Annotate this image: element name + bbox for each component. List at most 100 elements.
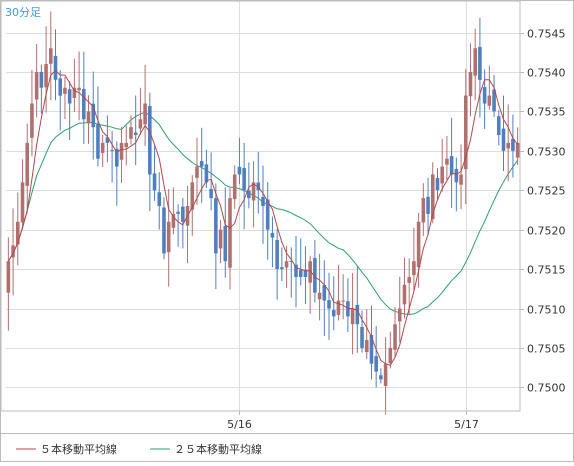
candle	[181, 197, 185, 249]
y-tick-label: 0.7510	[527, 304, 566, 317]
y-tick-label: 0.7500	[527, 382, 566, 395]
candle	[223, 187, 228, 278]
candle	[459, 144, 463, 210]
candle	[77, 51, 81, 121]
candle	[416, 213, 421, 288]
candle-body	[256, 182, 261, 191]
candle-body	[58, 78, 63, 96]
candle-body	[426, 196, 430, 214]
candle-body	[275, 240, 279, 270]
candle-body	[166, 221, 171, 253]
candle-body	[152, 173, 157, 191]
candle	[449, 117, 454, 208]
candle-body	[454, 169, 459, 183]
candle	[275, 228, 279, 300]
candle-body	[270, 232, 275, 238]
candle	[91, 71, 96, 160]
candle-body	[515, 142, 520, 158]
candle-body	[355, 304, 360, 325]
candle	[11, 208, 15, 296]
candle	[25, 123, 30, 214]
candle-body	[407, 276, 411, 283]
candle	[67, 81, 72, 140]
candle	[360, 310, 364, 353]
candle-body	[96, 123, 100, 159]
candle	[44, 26, 48, 113]
candle-body	[280, 267, 284, 270]
candle-body	[67, 89, 72, 104]
candle-body	[327, 300, 331, 309]
candle-body	[473, 48, 477, 76]
candle	[496, 110, 501, 146]
candle-body	[449, 156, 454, 175]
candle	[478, 17, 482, 118]
candle	[327, 272, 331, 340]
y-axis: 0.7500 0.7505 0.7510 0.7515 0.7520 0.7525 0.75…	[520, 28, 566, 395]
candle-body	[115, 148, 119, 167]
candle	[506, 104, 511, 182]
candle	[435, 168, 440, 201]
candle	[388, 331, 393, 369]
y-tick-label: 0.7525	[527, 185, 566, 198]
candle	[119, 127, 124, 183]
candle-body	[308, 261, 312, 283]
candle	[96, 86, 100, 167]
candle-body	[440, 166, 444, 184]
candle	[261, 165, 265, 244]
candle	[133, 95, 138, 166]
y-tick-label: 0.7505	[527, 343, 566, 356]
candle-body	[199, 160, 204, 167]
y-tick-label: 0.7540	[527, 67, 566, 80]
candle	[214, 183, 218, 290]
timeframe-label: 30分足	[5, 6, 41, 19]
candle-body	[82, 88, 86, 120]
candle	[209, 152, 213, 211]
candle-body	[119, 142, 124, 160]
candle	[15, 192, 20, 266]
candle-body	[143, 103, 147, 125]
candle	[402, 257, 407, 319]
candle-body	[63, 87, 67, 94]
candle-body	[6, 261, 11, 293]
candle	[393, 307, 397, 359]
candle-body	[209, 188, 213, 199]
candle-body	[129, 127, 133, 139]
candle-body	[15, 221, 20, 245]
candle	[129, 115, 133, 145]
candle-body	[430, 174, 435, 220]
candle-body	[397, 308, 402, 322]
candle-body	[482, 87, 487, 104]
candle-body	[341, 300, 345, 302]
candle-body	[284, 261, 289, 268]
candle	[247, 162, 251, 209]
y-tick-label: 0.7535	[527, 106, 566, 119]
legend-label: ２５本移動平均線	[174, 442, 262, 456]
candle	[303, 246, 308, 305]
candle-body	[322, 285, 327, 301]
candle	[298, 238, 303, 286]
candle-body	[100, 142, 105, 153]
candle-body	[218, 229, 223, 249]
candle-body	[110, 150, 114, 152]
candle	[176, 204, 180, 247]
candle-body	[379, 375, 383, 380]
candle	[294, 235, 298, 308]
candle	[336, 264, 341, 321]
candle-body	[265, 199, 270, 230]
candle-body	[195, 166, 199, 178]
candle-body	[44, 64, 48, 88]
y-tick-label: 0.7530	[527, 146, 566, 159]
candle	[369, 305, 374, 380]
candle	[58, 70, 63, 131]
candle	[383, 337, 388, 415]
candle-body	[105, 137, 110, 143]
y-tick-label: 0.7515	[527, 264, 566, 277]
candle	[487, 65, 492, 110]
candle	[270, 216, 275, 268]
candle	[124, 125, 129, 166]
candle	[218, 219, 223, 264]
candle-body	[383, 363, 388, 386]
candle-body	[91, 103, 96, 128]
candle	[105, 115, 110, 163]
